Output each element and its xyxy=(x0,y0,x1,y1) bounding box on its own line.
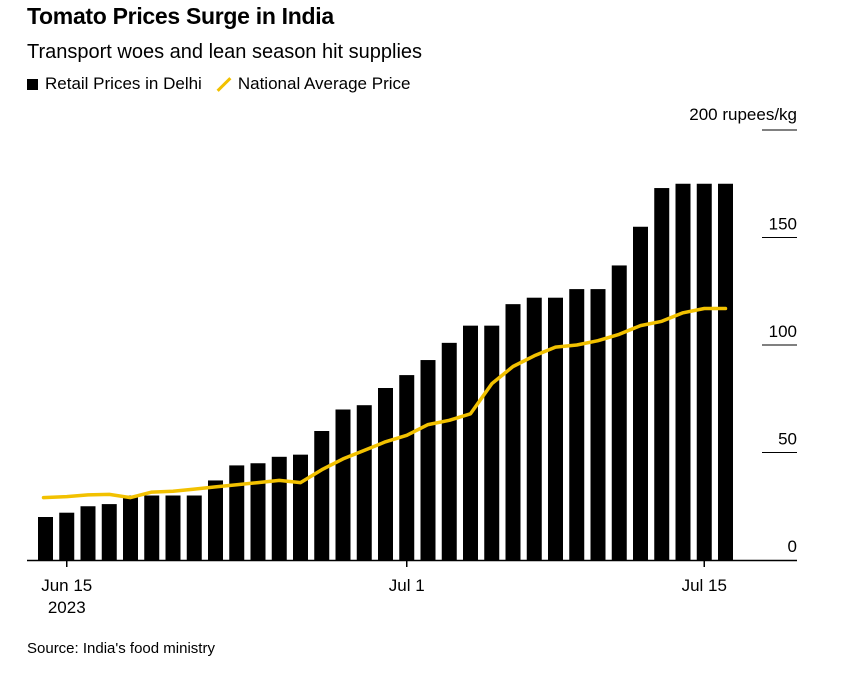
bar xyxy=(569,289,585,560)
y-unit-label: 200 rupees/kg xyxy=(689,105,797,124)
bar xyxy=(378,388,393,560)
bar xyxy=(165,495,181,560)
x-tick-label: Jul 15 xyxy=(682,576,727,595)
bar xyxy=(633,226,648,560)
legend-label-retail: Retail Prices in Delhi xyxy=(45,74,202,93)
x-tick-label: Jul 1 xyxy=(389,576,425,595)
bar xyxy=(38,517,53,560)
bar xyxy=(611,265,627,560)
bar xyxy=(696,183,712,560)
bar xyxy=(441,342,457,560)
bar xyxy=(59,512,75,560)
bar xyxy=(250,463,266,560)
bar xyxy=(293,454,308,560)
y-tick-label: 150 xyxy=(769,215,797,234)
y-tick-label: 50 xyxy=(778,430,797,449)
bar xyxy=(590,289,606,560)
bar xyxy=(548,297,563,560)
bar xyxy=(80,506,96,560)
bar xyxy=(505,304,521,560)
source-note: Source: India's food ministry xyxy=(27,640,215,657)
bar xyxy=(718,183,733,560)
bar xyxy=(484,325,500,560)
bar xyxy=(420,360,436,560)
y-tick-label: 0 xyxy=(788,537,797,556)
bar xyxy=(356,405,372,560)
bar xyxy=(186,495,202,560)
bar xyxy=(654,188,670,561)
bar xyxy=(144,495,160,560)
x-tick-sublabel: 2023 xyxy=(48,598,86,617)
bar xyxy=(335,409,351,560)
bar xyxy=(271,456,287,560)
bar xyxy=(123,495,138,560)
bar xyxy=(229,465,245,560)
chart-subtitle: Transport woes and lean season hit suppl… xyxy=(27,41,423,63)
bar xyxy=(314,431,330,560)
legend-label-national: National Average Price xyxy=(237,74,411,93)
bar xyxy=(399,375,415,560)
bar xyxy=(208,480,223,560)
legend: Retail Prices in Delhi National Average … xyxy=(27,74,410,94)
y-tick-label: 100 xyxy=(769,322,797,341)
national-average-line xyxy=(41,306,728,500)
bar xyxy=(675,183,691,560)
x-tick-label: Jun 15 xyxy=(41,576,92,595)
bar xyxy=(463,325,478,560)
chart-title: Tomato Prices Surge in India xyxy=(27,3,334,29)
legend-bar-swatch xyxy=(27,78,38,90)
bar xyxy=(526,297,542,560)
bar xyxy=(101,504,117,560)
